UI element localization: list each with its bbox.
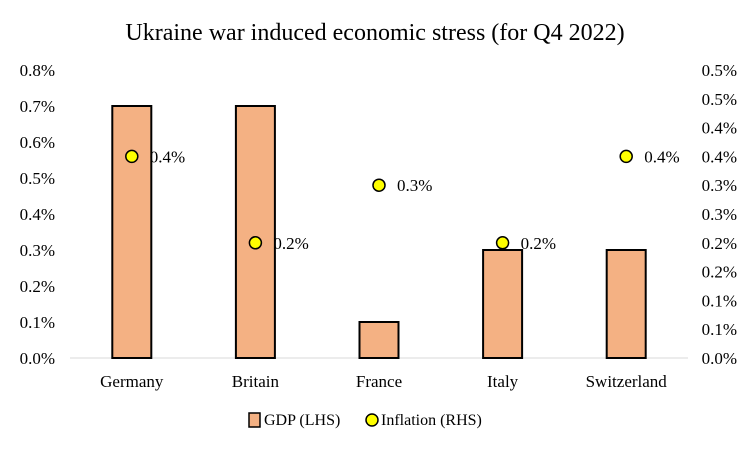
bar-gdp-france	[358, 321, 400, 359]
bar-gdp-switzerland	[605, 249, 647, 359]
left-tick-label: 0.3%	[20, 241, 55, 260]
category-label: Britain	[232, 372, 280, 391]
right-tick-label: 0.3%	[702, 176, 737, 195]
point-inflation-switzerland	[619, 149, 633, 164]
right-tick-label: 0.2%	[702, 263, 737, 282]
left-axis: 0.0% 0.1% 0.2% 0.3% 0.4% 0.5% 0.6% 0.7% 0.8%	[20, 61, 55, 368]
left-tick-label: 0.8%	[20, 61, 55, 80]
right-tick-label: 0.3%	[702, 205, 737, 224]
data-label-inflation: 0.2%	[521, 234, 556, 253]
data-label-inflation: 0.4%	[644, 147, 679, 166]
legend-label-inflation: Inflation (RHS)	[381, 412, 482, 429]
bar-gdp-britain	[234, 105, 276, 359]
right-tick-label: 0.5%	[702, 61, 737, 80]
point-inflation-britain	[248, 236, 263, 250]
right-tick-label: 0.1%	[702, 291, 737, 310]
legend-swatch-gdp	[248, 412, 261, 428]
data-label-inflation: 0.4%	[150, 147, 185, 166]
bar-gdp-italy	[482, 249, 524, 359]
point-series: 0.4% 0.2% 0.3% 0.2% 0.4%	[125, 147, 680, 253]
data-label-inflation: 0.2%	[273, 234, 308, 253]
legend: GDP (LHS) Inflation (RHS)	[248, 412, 482, 429]
left-tick-label: 0.2%	[20, 277, 55, 296]
category-label: Germany	[100, 372, 164, 391]
point-inflation-france	[372, 178, 386, 192]
right-tick-label: 0.4%	[702, 147, 737, 166]
legend-label-gdp: GDP (LHS)	[264, 412, 340, 429]
data-label-inflation: 0.3%	[397, 176, 432, 195]
point-inflation-italy	[495, 236, 510, 250]
point-inflation-germany	[125, 149, 139, 164]
category-label: Italy	[487, 372, 519, 391]
left-tick-label: 0.4%	[20, 205, 55, 224]
right-tick-label: 0.2%	[702, 234, 737, 253]
chart-title: Ukraine war induced economic stress (for…	[125, 20, 624, 46]
left-tick-label: 0.1%	[20, 313, 55, 332]
right-tick-label: 0.1%	[702, 320, 737, 339]
right-tick-label: 0.0%	[702, 349, 737, 368]
right-tick-label: 0.4%	[702, 119, 737, 138]
legend-swatch-inflation	[365, 413, 379, 427]
left-tick-label: 0.7%	[20, 97, 55, 116]
right-tick-label: 0.5%	[702, 90, 737, 109]
left-tick-label: 0.6%	[20, 133, 55, 152]
category-label: France	[356, 372, 402, 391]
bar-series	[111, 105, 647, 359]
right-axis: 0.0% 0.1% 0.1% 0.2% 0.2% 0.3% 0.3% 0.4% 0.4% 0.5%…	[702, 61, 737, 368]
left-tick-label: 0.5%	[20, 169, 55, 188]
category-label: Switzerland	[586, 372, 668, 391]
left-tick-label: 0.0%	[20, 349, 55, 368]
bar-gdp-germany	[111, 105, 153, 359]
category-labels: Germany Britain France Italy Switzerland	[100, 372, 667, 391]
